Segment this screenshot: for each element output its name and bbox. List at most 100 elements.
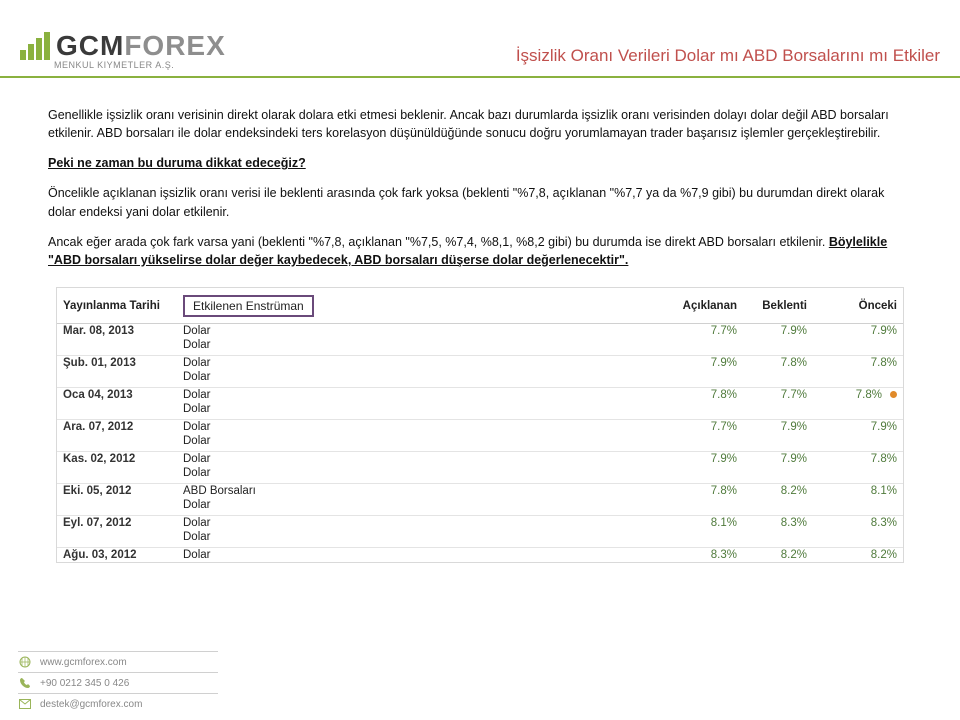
col-beklenti: Beklenti — [743, 288, 813, 324]
logo-text: GCMFOREX — [56, 30, 226, 62]
cell-date — [57, 498, 177, 516]
cell-instrument: Dolar — [177, 387, 673, 402]
table-row: Dolar — [57, 434, 903, 452]
cell-onceki: 7.8% — [813, 355, 903, 370]
cell-onceki: 8.3% — [813, 515, 903, 530]
highlight-dot-icon — [890, 391, 897, 398]
cell-instrument: Dolar — [177, 338, 673, 356]
cell-aciklanan: 7.8% — [673, 483, 743, 498]
cell-date: Kas. 02, 2012 — [57, 451, 177, 466]
cell-instrument: Dolar — [177, 419, 673, 434]
cell-beklenti — [743, 338, 813, 356]
cell-instrument: Dolar — [177, 355, 673, 370]
footer-phone-text: +90 0212 345 0 426 — [40, 678, 129, 689]
cell-date: Mar. 08, 2013 — [57, 323, 177, 338]
cell-onceki — [813, 498, 903, 516]
logo-subtitle: MENKUL KIYMETLER A.Ş. — [54, 60, 174, 70]
col-instrument: Etkilenen Enstrüman — [177, 288, 673, 324]
table-row: Ara. 07, 2012Dolar7.7%7.9%7.9% — [57, 419, 903, 434]
col-date: Yayınlanma Tarihi — [57, 288, 177, 324]
footer-phone: +90 0212 345 0 426 — [18, 672, 218, 693]
cell-beklenti: 8.2% — [743, 547, 813, 562]
footer-website: www.gcmforex.com — [18, 651, 218, 672]
table-row: Dolar — [57, 402, 903, 420]
cell-beklenti: 8.2% — [743, 483, 813, 498]
cell-date — [57, 338, 177, 356]
table-row: Kas. 02, 2012Dolar7.9%7.9%7.8% — [57, 451, 903, 466]
table-row: Şub. 01, 2013Dolar7.9%7.8%7.8% — [57, 355, 903, 370]
cell-onceki — [813, 338, 903, 356]
cell-date — [57, 402, 177, 420]
col-onceki: Önceki — [813, 288, 903, 324]
cell-aciklanan — [673, 498, 743, 516]
table-row: Dolar — [57, 498, 903, 516]
page-title: İşsizlik Oranı Verileri Dolar mı ABD Bor… — [516, 46, 940, 70]
cell-date — [57, 370, 177, 388]
footer-email-text: destek@gcmforex.com — [40, 699, 142, 710]
cell-onceki: 7.9% — [813, 323, 903, 338]
cell-beklenti: 7.9% — [743, 419, 813, 434]
mail-icon — [18, 697, 32, 711]
table-row: Dolar — [57, 370, 903, 388]
cell-beklenti: 7.7% — [743, 387, 813, 402]
cell-instrument: Dolar — [177, 466, 673, 484]
paragraph-1: Genellikle işsizlik oranı verisinin dire… — [48, 106, 912, 142]
cell-aciklanan: 8.1% — [673, 515, 743, 530]
cell-aciklanan: 7.8% — [673, 387, 743, 402]
cell-onceki — [813, 530, 903, 548]
cell-aciklanan: 7.9% — [673, 451, 743, 466]
paragraph-2: Peki ne zaman bu duruma dikkat edeceğiz? — [48, 154, 912, 172]
cell-beklenti — [743, 466, 813, 484]
cell-date: Ara. 07, 2012 — [57, 419, 177, 434]
data-table: Yayınlanma Tarihi Etkilenen Enstrüman Aç… — [56, 287, 904, 563]
cell-onceki: 8.2% — [813, 547, 903, 562]
cell-instrument: ABD Borsaları — [177, 483, 673, 498]
cell-instrument: Dolar — [177, 547, 673, 562]
table-row: Dolar — [57, 466, 903, 484]
cell-beklenti: 7.9% — [743, 323, 813, 338]
cell-date: Eki. 05, 2012 — [57, 483, 177, 498]
table-row: Dolar — [57, 338, 903, 356]
body-text: Genellikle işsizlik oranı verisinin dire… — [0, 78, 960, 269]
footer-website-text: www.gcmforex.com — [40, 657, 127, 668]
paragraph-3: Öncelikle açıklanan işsizlik oranı veris… — [48, 184, 912, 220]
footer: www.gcmforex.com +90 0212 345 0 426 dest… — [0, 645, 960, 720]
cell-date — [57, 434, 177, 452]
cell-beklenti — [743, 530, 813, 548]
col-aciklanan: Açıklanan — [673, 288, 743, 324]
cell-aciklanan — [673, 466, 743, 484]
cell-date: Oca 04, 2013 — [57, 387, 177, 402]
cell-beklenti — [743, 498, 813, 516]
cell-date — [57, 466, 177, 484]
cell-instrument: Dolar — [177, 530, 673, 548]
cell-aciklanan — [673, 338, 743, 356]
header: GCMFOREX MENKUL KIYMETLER A.Ş. İşsizlik … — [0, 0, 960, 78]
cell-aciklanan — [673, 402, 743, 420]
cell-beklenti — [743, 370, 813, 388]
cell-onceki: 7.8% — [813, 451, 903, 466]
cell-instrument: Dolar — [177, 515, 673, 530]
globe-icon — [18, 655, 32, 669]
cell-instrument: Dolar — [177, 451, 673, 466]
cell-beklenti: 7.8% — [743, 355, 813, 370]
cell-aciklanan: 7.7% — [673, 419, 743, 434]
logo-bars-icon — [20, 32, 50, 60]
cell-aciklanan: 8.3% — [673, 547, 743, 562]
cell-beklenti — [743, 434, 813, 452]
cell-onceki: 7.9% — [813, 419, 903, 434]
table-row: Eki. 05, 2012ABD Borsaları7.8%8.2%8.1% — [57, 483, 903, 498]
cell-instrument: Dolar — [177, 402, 673, 420]
cell-onceki — [813, 434, 903, 452]
cell-aciklanan: 7.9% — [673, 355, 743, 370]
cell-beklenti: 7.9% — [743, 451, 813, 466]
cell-date — [57, 530, 177, 548]
paragraph-4: Ancak eğer arada çok fark varsa yani (be… — [48, 233, 912, 269]
cell-aciklanan — [673, 370, 743, 388]
table-row: Ağu. 03, 2012Dolar8.3%8.2%8.2% — [57, 547, 903, 562]
cell-beklenti — [743, 402, 813, 420]
cell-instrument: Dolar — [177, 434, 673, 452]
cell-beklenti: 8.3% — [743, 515, 813, 530]
cell-onceki — [813, 466, 903, 484]
footer-email: destek@gcmforex.com — [18, 693, 218, 714]
cell-onceki — [813, 402, 903, 420]
